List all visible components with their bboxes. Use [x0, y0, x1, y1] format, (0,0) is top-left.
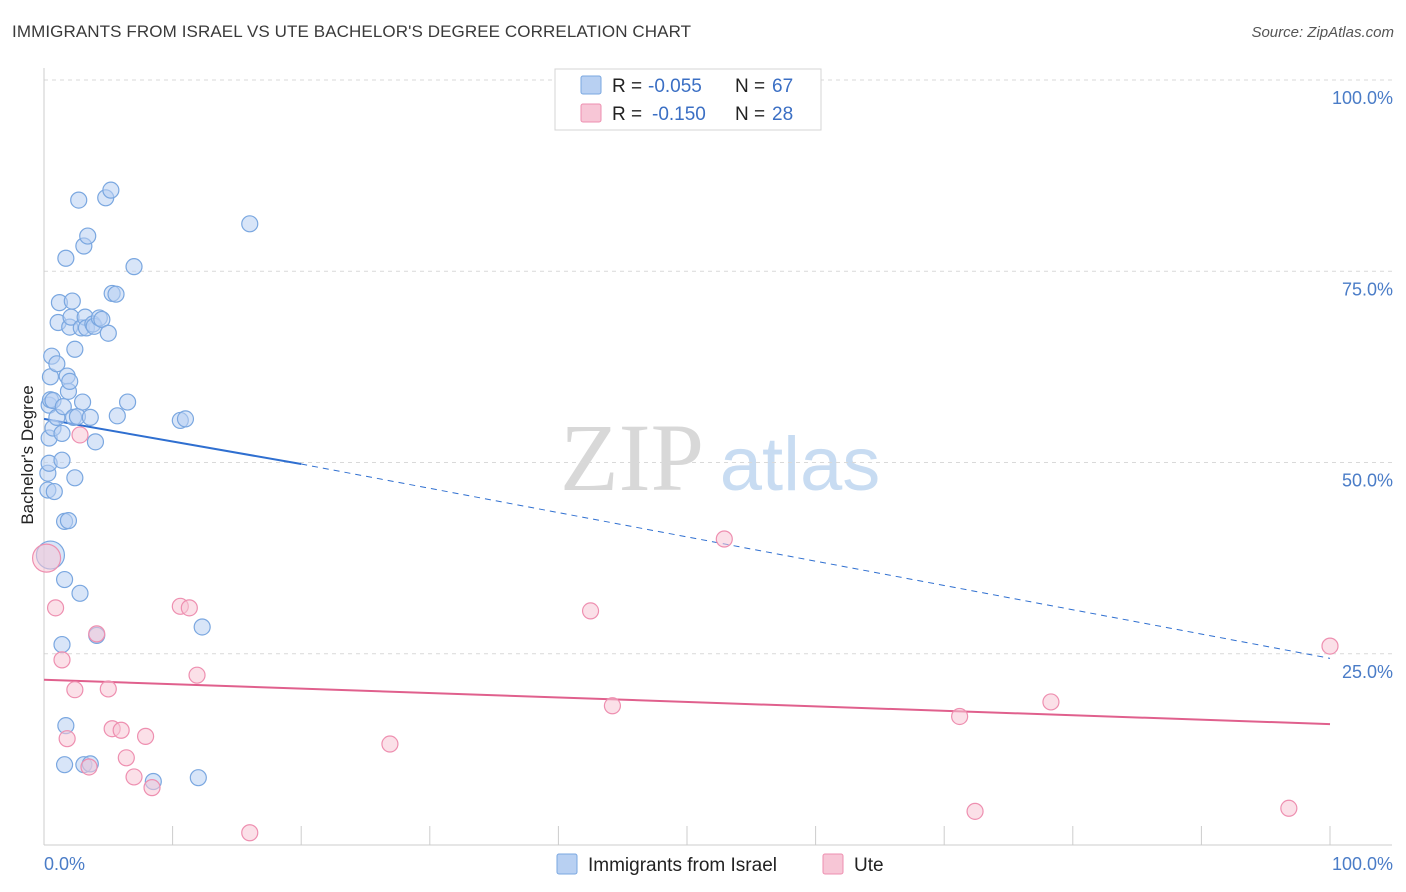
y-tick-label-75: 75.0%	[1342, 279, 1393, 299]
ute-point-5	[71, 426, 89, 444]
israel-point-58	[189, 769, 207, 787]
legend-r-label-1: R =	[612, 104, 642, 125]
bottom-legend-label-ute: Ute	[854, 855, 884, 876]
israel-point-33	[71, 584, 89, 602]
ute-point-17	[188, 666, 206, 684]
legend-n-label-1: N =	[735, 104, 765, 125]
legend-n-value-1: 28	[772, 104, 793, 125]
grid-lines	[44, 79, 1392, 655]
ute-point-8	[99, 680, 117, 698]
ute-point-21	[603, 697, 622, 715]
legend-r-value-1: -0.150	[652, 104, 706, 125]
stats-legend: R = -0.055 N = 67 R = -0.150 N = 28	[554, 68, 822, 131]
ute-point-20	[581, 602, 600, 620]
bottom-legend-swatch-israel	[556, 853, 578, 875]
ute-point-3	[58, 730, 76, 748]
series-legend: Immigrants from Israel Ute	[556, 853, 884, 876]
ute-point-4	[66, 681, 84, 699]
y-tick-label-50: 50.0%	[1342, 471, 1393, 491]
israel-point-20	[57, 249, 75, 267]
y-tick-label-25: 25.0%	[1342, 662, 1393, 682]
israel-point-43	[86, 433, 105, 451]
tick-labels: 100.0% 75.0% 50.0% 25.0% 0.0% 100.0%	[44, 88, 1393, 874]
legend-r-label-0: R =	[612, 76, 642, 97]
israel-point-17	[54, 398, 72, 416]
legend-swatch-ute	[580, 103, 602, 123]
ute-point-1	[46, 599, 65, 617]
ute-point-2	[53, 651, 71, 669]
source-label: Source: ZipAtlas.com	[1251, 24, 1394, 41]
israel-point-24	[61, 372, 79, 391]
ute-point-25	[1042, 693, 1060, 711]
ute-point-6	[80, 758, 98, 776]
ute-point-12	[125, 768, 143, 786]
watermark-zip: ZIP	[560, 404, 704, 511]
israel-point-10	[45, 482, 63, 501]
ute-point-10	[112, 721, 130, 739]
chart-title: IMMIGRANTS FROM ISRAEL VS UTE BACHELOR'S…	[12, 22, 692, 41]
israel-point-54	[125, 258, 143, 276]
israel-point-16	[53, 424, 71, 443]
israel-point-27	[63, 292, 81, 310]
israel-point-51	[107, 285, 125, 303]
israel-point-19	[55, 570, 74, 589]
ute-point-16	[180, 599, 198, 617]
axes	[43, 68, 1392, 846]
ute-point-23	[951, 707, 969, 726]
israel-point-48	[99, 324, 117, 342]
israel-point-52	[108, 407, 126, 425]
ute-point-19	[381, 735, 399, 753]
ute-point-24	[966, 802, 984, 820]
israel-point-22	[59, 512, 78, 530]
legend-n-label-0: N =	[735, 76, 765, 97]
trend-lines	[43, 417, 1331, 726]
bottom-legend-swatch-ute	[822, 853, 844, 875]
israel-trend-solid	[43, 417, 302, 466]
israel-point-35	[73, 393, 92, 411]
ute-point-0	[31, 543, 62, 573]
israel-point-59	[193, 618, 211, 636]
israel-point-60	[241, 215, 259, 233]
legend-swatch-israel	[580, 75, 602, 95]
israel-point-62	[53, 635, 71, 654]
ute-point-14	[143, 779, 161, 797]
israel-point-12	[48, 355, 66, 373]
israel-point-32	[70, 191, 88, 209]
x-tick-label-max: 100.0%	[1332, 854, 1393, 874]
israel-point-40	[81, 408, 99, 426]
israel-point-53	[118, 393, 137, 411]
israel-trend-dashed	[301, 463, 1331, 659]
bottom-legend-label-israel: Immigrants from Israel	[588, 855, 777, 876]
israel-point-63	[55, 756, 74, 774]
israel-point-57	[176, 410, 195, 428]
data-points	[31, 181, 1339, 842]
ute-point-27	[1321, 637, 1339, 655]
ute-point-18	[241, 824, 259, 842]
israel-point-15	[53, 451, 71, 469]
israel-point-30	[66, 469, 84, 487]
israel-point-46	[93, 310, 111, 329]
ute-trend	[43, 678, 1331, 726]
ute-point-22	[715, 530, 733, 548]
israel-point-29	[66, 340, 84, 358]
israel-point-39	[79, 227, 97, 245]
watermark-atlas: atlas	[720, 422, 881, 507]
israel-point-49	[102, 181, 120, 199]
y-tick-label-100: 100.0%	[1332, 88, 1393, 108]
legend-n-value-0: 67	[772, 76, 793, 97]
ute-point-11	[117, 749, 135, 767]
x-tick-label-min: 0.0%	[44, 854, 85, 874]
ute-point-26	[1280, 799, 1298, 817]
ute-point-13	[136, 727, 155, 745]
y-axis-title: Bachelor's Degree	[18, 385, 37, 524]
ute-point-7	[88, 625, 106, 643]
legend-r-value-0: -0.055	[648, 76, 702, 97]
